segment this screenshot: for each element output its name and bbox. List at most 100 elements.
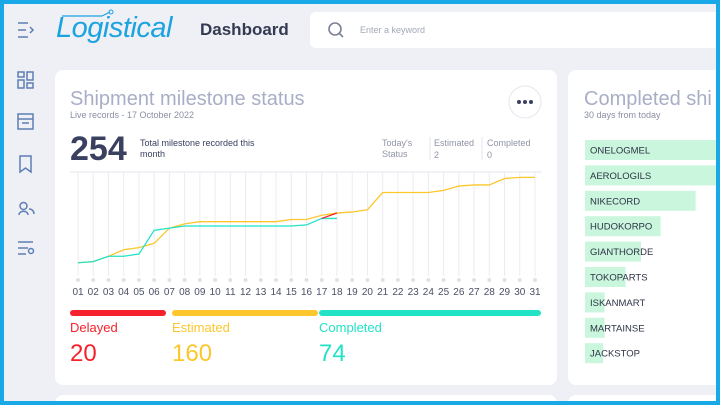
total-label: Total milestone recorded this month [140, 138, 255, 159]
search-box[interactable] [310, 12, 720, 48]
day-dot [304, 278, 309, 282]
day-dot [380, 278, 385, 282]
day-dot [197, 278, 202, 282]
x-tick-label: 08 [179, 287, 191, 298]
series-line [77, 217, 337, 264]
day-dot [182, 278, 187, 282]
bar [585, 343, 604, 364]
x-tick-label: 03 [103, 287, 115, 298]
day-dot [243, 278, 248, 282]
search-icon [338, 32, 344, 38]
day-dot [426, 278, 431, 282]
day-dot [533, 278, 537, 282]
bookmark-icon[interactable] [19, 155, 32, 174]
day-dot [228, 278, 233, 282]
legend-bar [70, 310, 166, 316]
day-dot [136, 278, 141, 282]
legend-name: Completed [319, 320, 382, 335]
x-tick-label: 31 [529, 287, 541, 298]
x-tick-label: 20 [362, 287, 374, 298]
legend-bar [319, 310, 541, 316]
x-tick-label: 30 [514, 287, 526, 298]
x-tick-label: 02 [88, 287, 100, 298]
day-dot [213, 278, 218, 282]
calendar-icon[interactable] [17, 113, 34, 130]
day-dot [258, 278, 263, 282]
x-tick-label: 09 [194, 287, 206, 298]
users-icon[interactable] [18, 201, 35, 216]
legend-total: 20 [70, 340, 97, 367]
logo[interactable]: Logistical [56, 12, 172, 44]
x-tick-label: 29 [499, 287, 511, 298]
x-tick-label: 05 [133, 287, 145, 298]
bar-label: AEROLOGILS [590, 171, 651, 182]
series-line [321, 212, 338, 220]
bar-label: ONELOGMEL [590, 146, 650, 157]
day-dot [487, 278, 492, 282]
bar [585, 216, 661, 237]
card-title: Completed shi [584, 88, 712, 110]
x-tick-label: 23 [408, 287, 420, 298]
legend-total: 74 [319, 340, 346, 367]
day-dot [152, 278, 157, 282]
x-tick-label: 10 [210, 287, 222, 298]
status-name: Estimated [434, 138, 475, 148]
x-tick-label: 13 [255, 287, 267, 298]
day-dot [411, 278, 416, 282]
x-tick-label: 19 [347, 287, 359, 298]
series-line [77, 176, 535, 264]
more-dots [517, 100, 533, 104]
x-tick-label: 27 [469, 287, 481, 298]
x-tick-label: 04 [118, 287, 130, 298]
x-tick-label: 15 [286, 287, 298, 298]
day-dot [334, 278, 339, 282]
dashboard-icon[interactable] [17, 71, 34, 89]
card-subtitle: 30 days from today [584, 110, 661, 120]
card-subtitle: Live records - 17 October 2022 [70, 110, 195, 120]
legend-total: 160 [172, 340, 213, 367]
bar-label: JACKSTOP [590, 349, 640, 360]
search-placeholder[interactable]: Enter a keyword [360, 25, 426, 35]
day-dot [289, 278, 294, 282]
day-dot [441, 278, 446, 282]
x-tick-label: 14 [270, 287, 282, 298]
x-tick-label: 18 [331, 287, 343, 298]
page-title: Dashboard [200, 20, 289, 39]
x-tick-label: 17 [316, 287, 328, 298]
bar [585, 241, 641, 262]
day-dot [395, 278, 400, 282]
day-dot [517, 278, 522, 282]
bar [585, 317, 605, 338]
day-dot [91, 278, 96, 282]
day-dot [167, 278, 172, 282]
bar-label: NIKECORD [590, 196, 640, 207]
bar [585, 267, 626, 287]
day-dot [472, 278, 477, 282]
bar [585, 292, 605, 313]
legend-bar [172, 310, 318, 316]
menu-icon[interactable] [18, 22, 35, 38]
x-tick-label: 16 [301, 287, 313, 298]
status-label: Today's Status [382, 138, 413, 159]
bar [585, 165, 720, 186]
x-tick-label: 21 [377, 287, 389, 298]
day-dot [365, 278, 370, 282]
x-tick-label: 25 [438, 287, 450, 298]
sidebar-icons [17, 22, 35, 255]
legend-name: Delayed [70, 320, 118, 335]
x-tick-label: 22 [392, 287, 404, 298]
bar-label: GIANTHORDE [590, 247, 653, 258]
completed-bars: ONELOGMEL AEROLOGILS NIKECORD HUDOKORPO GIAN… [585, 140, 720, 364]
day-dot [502, 278, 507, 282]
settings-icon[interactable] [18, 241, 35, 255]
x-tick-label: 24 [423, 287, 435, 298]
day-dot [121, 278, 126, 282]
legend-name: Estimated [172, 320, 230, 335]
x-tick-label: 01 [72, 287, 84, 298]
bar-label: ISKANMART [590, 298, 645, 309]
card-title: Shipment milestone status [70, 88, 305, 110]
bar [585, 190, 696, 211]
day-dot [350, 278, 355, 282]
x-tick-label: 07 [164, 287, 176, 298]
